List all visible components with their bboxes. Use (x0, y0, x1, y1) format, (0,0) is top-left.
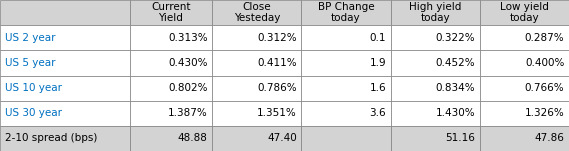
Bar (390, 0, 480, 25)
Text: 0.1: 0.1 (369, 33, 386, 43)
Text: 1.9: 1.9 (369, 58, 386, 68)
Text: 0.322%: 0.322% (436, 33, 475, 43)
Bar (130, 76, 212, 101)
Bar (480, 101, 569, 126)
Text: US 5 year: US 5 year (5, 58, 55, 68)
Text: US 30 year: US 30 year (5, 108, 61, 118)
Text: BP Change
today: BP Change today (318, 2, 374, 23)
Text: 0.452%: 0.452% (436, 58, 475, 68)
Bar (212, 50, 302, 76)
Bar (480, 126, 569, 151)
Text: 1.430%: 1.430% (436, 108, 475, 118)
Text: 0.411%: 0.411% (257, 58, 297, 68)
Text: 0.786%: 0.786% (257, 83, 297, 93)
Bar (0, 50, 130, 76)
Text: 2-10 spread (bps): 2-10 spread (bps) (5, 133, 97, 143)
Text: 48.88: 48.88 (178, 133, 208, 143)
Bar (302, 101, 390, 126)
Bar (0, 101, 130, 126)
Text: US 10 year: US 10 year (5, 83, 61, 93)
Bar (302, 76, 390, 101)
Text: 1.387%: 1.387% (168, 108, 208, 118)
Text: 0.802%: 0.802% (168, 83, 208, 93)
Bar (390, 25, 480, 50)
Text: 0.312%: 0.312% (257, 33, 297, 43)
Text: 47.86: 47.86 (534, 133, 564, 143)
Bar (130, 25, 212, 50)
Bar (130, 126, 212, 151)
Bar (390, 126, 480, 151)
Bar (480, 25, 569, 50)
Text: High yield
today: High yield today (409, 2, 461, 23)
Bar (130, 101, 212, 126)
Text: US 2 year: US 2 year (5, 33, 55, 43)
Bar (212, 126, 302, 151)
Text: 0.430%: 0.430% (168, 58, 208, 68)
Bar (480, 76, 569, 101)
Bar (130, 0, 212, 25)
Text: Close
Yesteday: Close Yesteday (234, 2, 280, 23)
Bar (0, 126, 130, 151)
Bar (0, 76, 130, 101)
Bar (390, 76, 480, 101)
Text: 51.16: 51.16 (446, 133, 475, 143)
Text: Low yield
today: Low yield today (500, 2, 549, 23)
Bar (0, 25, 130, 50)
Bar (302, 25, 390, 50)
Bar (212, 0, 302, 25)
Bar (390, 101, 480, 126)
Bar (212, 76, 302, 101)
Text: 47.40: 47.40 (267, 133, 297, 143)
Bar (0, 0, 130, 25)
Text: Current
Yield: Current Yield (151, 2, 191, 23)
Text: 0.287%: 0.287% (525, 33, 564, 43)
Bar (390, 50, 480, 76)
Text: 3.6: 3.6 (369, 108, 386, 118)
Bar (480, 0, 569, 25)
Text: 1.351%: 1.351% (257, 108, 297, 118)
Bar (480, 50, 569, 76)
Bar (212, 25, 302, 50)
Bar (302, 126, 390, 151)
Text: 0.834%: 0.834% (436, 83, 475, 93)
Text: 1.6: 1.6 (369, 83, 386, 93)
Text: 1.326%: 1.326% (525, 108, 564, 118)
Bar (212, 101, 302, 126)
Bar (302, 0, 390, 25)
Bar (302, 50, 390, 76)
Text: 0.400%: 0.400% (525, 58, 564, 68)
Text: 0.313%: 0.313% (168, 33, 208, 43)
Bar (130, 50, 212, 76)
Text: 0.766%: 0.766% (525, 83, 564, 93)
